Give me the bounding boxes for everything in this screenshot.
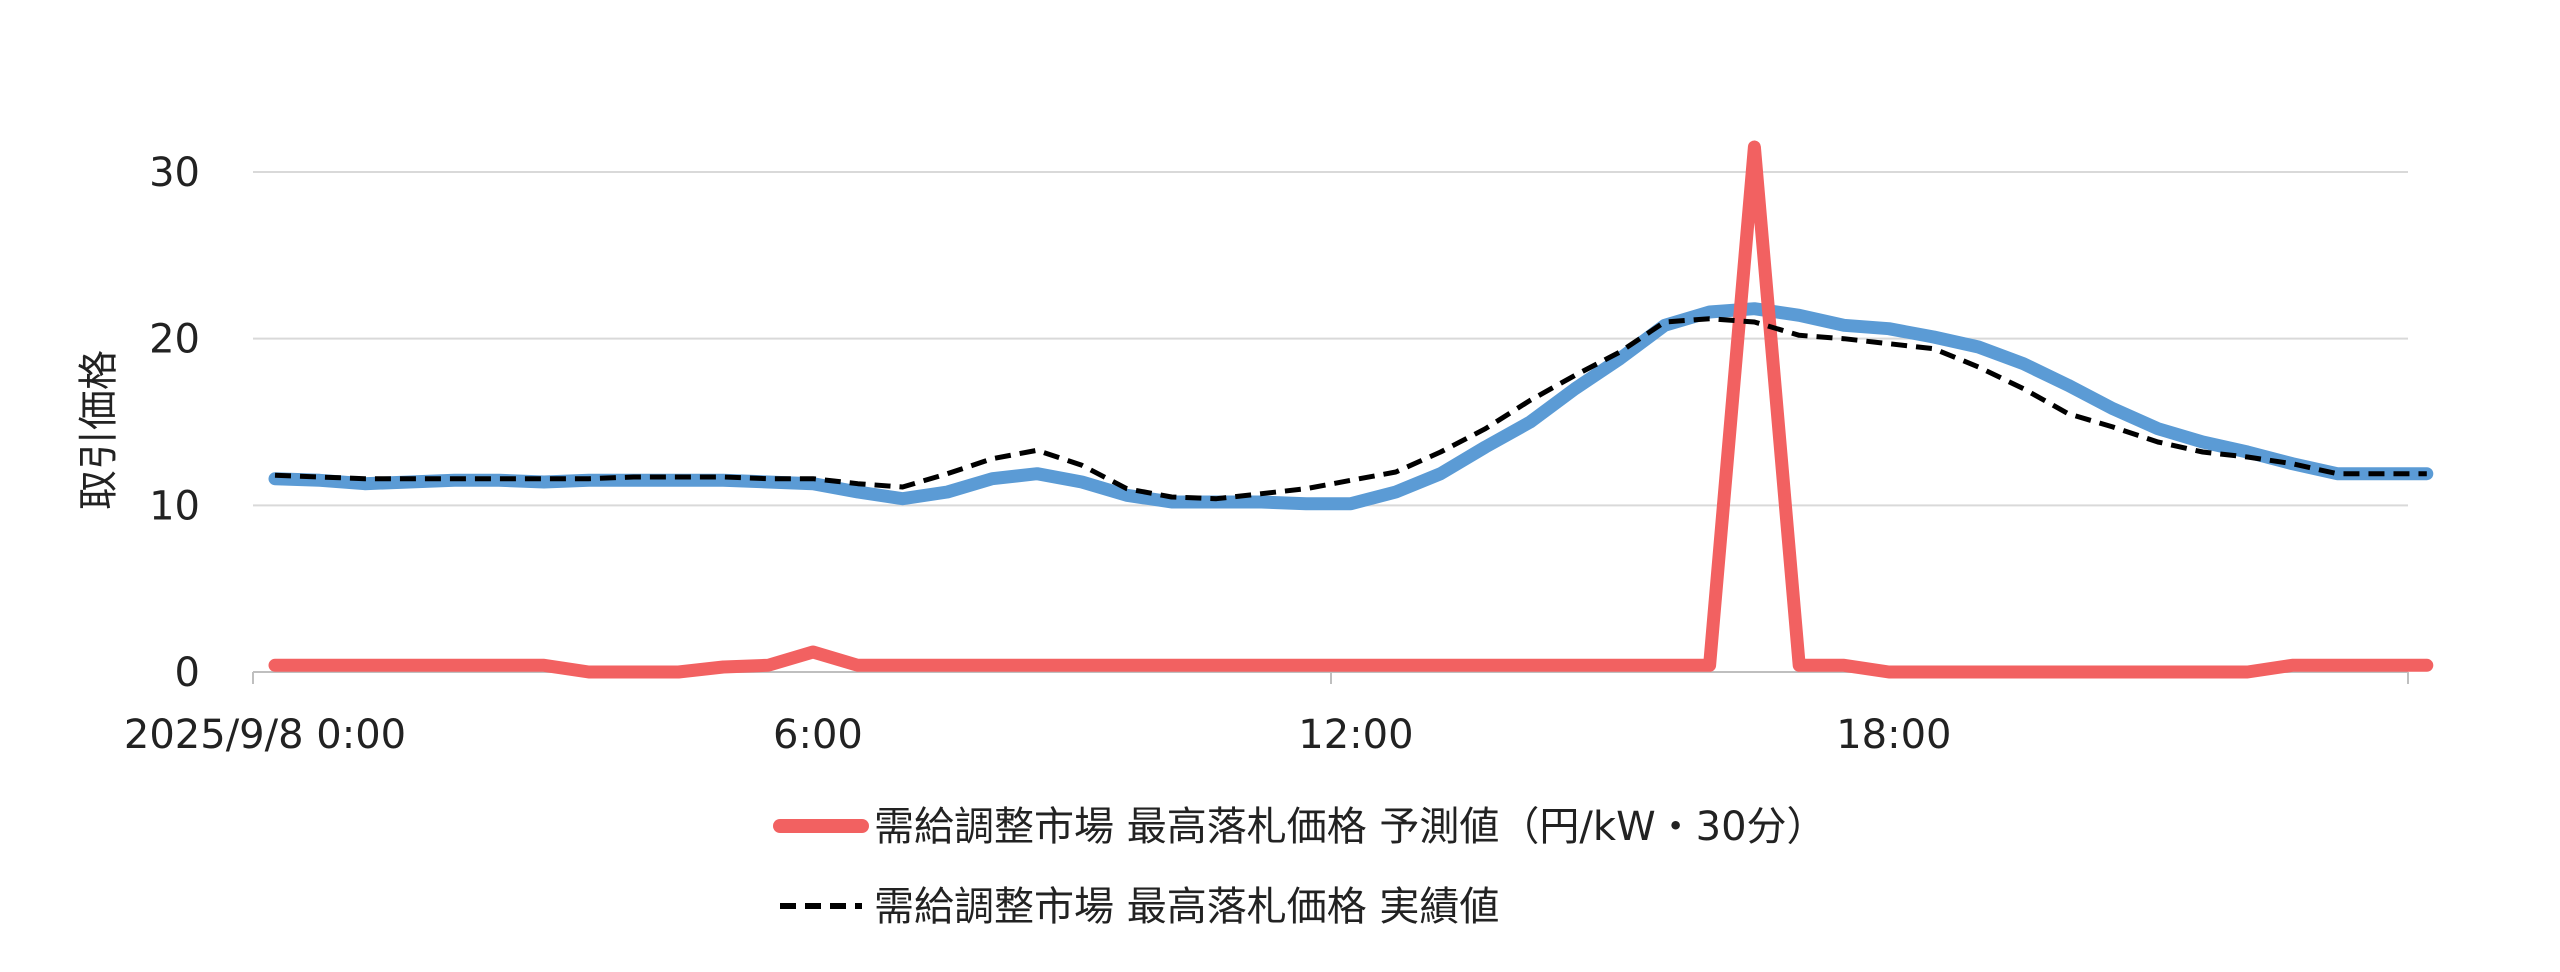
- x-tick-label: 12:00: [1298, 712, 1413, 758]
- series-group: [268, 140, 2434, 679]
- gridlines: [253, 171, 2408, 507]
- legend-label-2: 需給調整市場 最高落札価格 実績値: [874, 884, 1499, 930]
- series-line-0: [268, 140, 2434, 679]
- x-tick-label: 6:00: [773, 712, 863, 758]
- axes: 0 10 20 30 2025/9/8 0:00 6:00 12:00 18:00: [124, 150, 2409, 758]
- x-tick-label: 2025/9/8 0:00: [124, 712, 406, 758]
- series-line-1: [268, 302, 2434, 511]
- x-tick-label: 18:00: [1836, 712, 1951, 758]
- y-tick-label: 0: [175, 650, 200, 696]
- y-tick-label: 20: [149, 317, 200, 363]
- y-axis-title: 取引価格: [76, 350, 122, 510]
- y-tick-label: 30: [149, 150, 200, 196]
- y-tick-label: 10: [149, 483, 200, 529]
- series-line-2: [274, 316, 2427, 502]
- legend: 需給調整市場 最高落札価格 予測値（円/kW・30分） 需給調整市場 最高落札価格…: [773, 804, 1827, 930]
- legend-label-0: 需給調整市場 最高落札価格 予測値（円/kW・30分）: [874, 804, 1827, 850]
